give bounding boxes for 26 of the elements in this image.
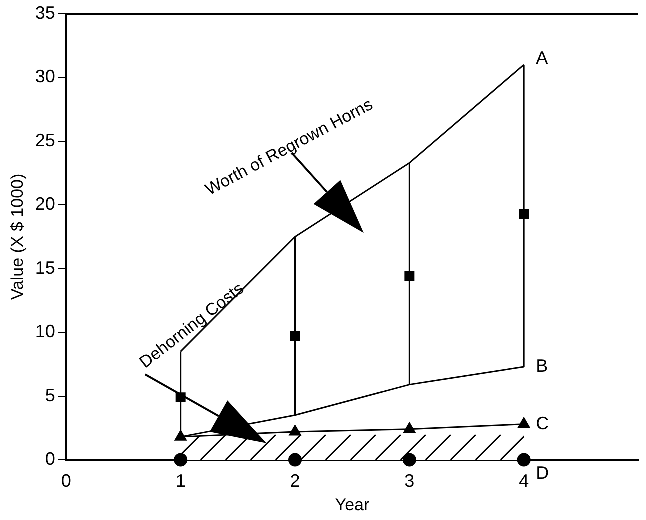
x-tick-label: 4	[519, 470, 530, 491]
y-tick-label: 20	[35, 194, 56, 214]
series-label: A	[536, 48, 548, 68]
x-tick-label: 3	[404, 470, 415, 491]
x-tick-label: 2	[290, 470, 300, 491]
x-tick-label: 0	[61, 470, 72, 491]
point	[174, 453, 188, 467]
y-tick-label: 15	[35, 258, 56, 278]
y-tick-label: 5	[45, 385, 56, 406]
x-tick-label: 1	[176, 470, 186, 491]
y-tick-label: 10	[35, 322, 56, 342]
point	[288, 453, 302, 467]
y-tick-label: 0	[45, 448, 56, 469]
point	[404, 422, 416, 434]
x-axis-title: Year	[335, 495, 370, 514]
point	[289, 425, 302, 436]
point	[518, 418, 530, 428]
y-tick-label: 35	[35, 2, 56, 23]
series-label: C	[536, 413, 550, 434]
point	[517, 453, 531, 467]
series-label: D	[536, 462, 550, 483]
series-label: B	[536, 356, 548, 376]
y-tick-label: 30	[35, 66, 56, 87]
y-tick-label: 25	[35, 130, 56, 150]
y-axis-title: Value (X $ 1000)	[8, 174, 27, 300]
point	[402, 453, 416, 467]
